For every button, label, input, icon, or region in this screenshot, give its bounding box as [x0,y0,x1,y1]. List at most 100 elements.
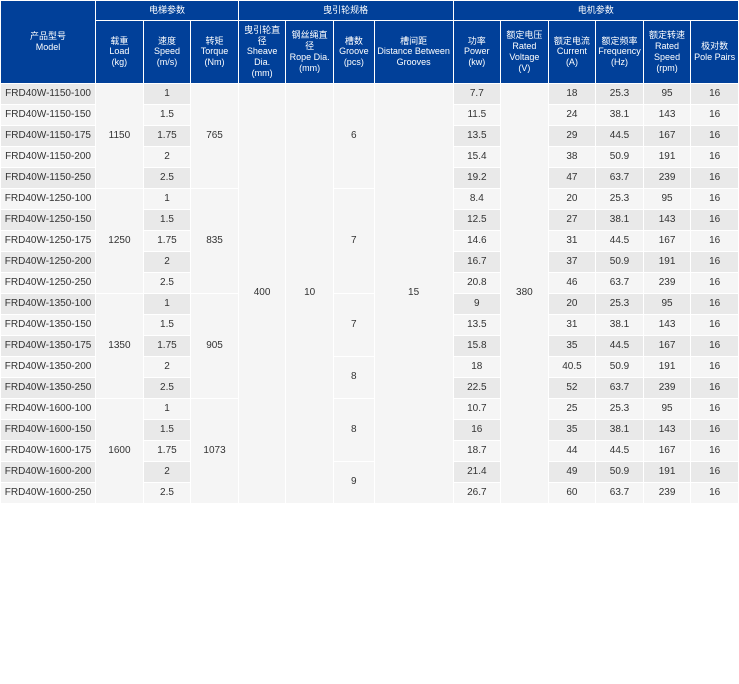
th-load: 载重Load(kg) [96,20,144,83]
cell-poles: 16 [691,209,739,230]
cell-poles: 16 [691,293,739,314]
cell-current: 24 [548,104,596,125]
cell-freq: 38.1 [596,104,644,125]
cell-rspeed: 191 [643,146,691,167]
th-sheave: 曳引轮直径Sheave Dia.(mm) [238,20,286,83]
cell-freq: 25.3 [596,398,644,419]
cell-current: 60 [548,482,596,503]
th-power: 功率Power(kw) [453,20,501,83]
th-poles: 极对数Pole Pairs [691,20,739,83]
cell-speed: 1.5 [143,209,191,230]
cell-rspeed: 143 [643,104,691,125]
cell-groove: 8 [333,356,374,398]
cell-freq: 44.5 [596,230,644,251]
cell-power: 19.2 [453,167,501,188]
cell-model: FRD40W-1350-100 [1,293,96,314]
cell-model: FRD40W-1150-100 [1,83,96,104]
cell-poles: 16 [691,482,739,503]
cell-load: 1250 [96,188,144,293]
table-body: FRD40W-1150-10011501765400106157.7380182… [1,83,739,503]
cell-freq: 38.1 [596,209,644,230]
cell-rspeed: 167 [643,335,691,356]
cell-torque: 1073 [191,398,239,503]
th-group-elevator: 电梯参数 [96,1,239,21]
cell-freq: 50.9 [596,461,644,482]
cell-freq: 50.9 [596,356,644,377]
cell-groove: 9 [333,461,374,503]
spec-table: 产品型号Model 电梯参数 曳引轮规格 电机参数 载重Load(kg) 速度S… [0,0,739,504]
cell-speed: 2 [143,251,191,272]
cell-model: FRD40W-1150-200 [1,146,96,167]
table-head: 产品型号Model 电梯参数 曳引轮规格 电机参数 载重Load(kg) 速度S… [1,1,739,84]
cell-current: 40.5 [548,356,596,377]
cell-speed: 2.5 [143,272,191,293]
cell-freq: 63.7 [596,482,644,503]
cell-power: 15.8 [453,335,501,356]
cell-model: FRD40W-1600-150 [1,419,96,440]
cell-dist: 15 [374,83,453,503]
cell-freq: 50.9 [596,146,644,167]
cell-poles: 16 [691,83,739,104]
cell-freq: 63.7 [596,377,644,398]
cell-rspeed: 143 [643,419,691,440]
cell-freq: 38.1 [596,314,644,335]
th-model: 产品型号Model [1,1,96,84]
cell-freq: 25.3 [596,188,644,209]
cell-power: 16 [453,419,501,440]
cell-power: 20.8 [453,272,501,293]
cell-current: 29 [548,125,596,146]
cell-rspeed: 95 [643,188,691,209]
cell-current: 52 [548,377,596,398]
cell-power: 18.7 [453,440,501,461]
th-freq: 额定频率Frequency(Hz) [596,20,644,83]
cell-rspeed: 239 [643,482,691,503]
cell-freq: 44.5 [596,335,644,356]
cell-speed: 1 [143,188,191,209]
cell-current: 47 [548,167,596,188]
table-row: FRD40W-1350-10013501905792025.39516 [1,293,739,314]
cell-speed: 1 [143,293,191,314]
cell-poles: 16 [691,251,739,272]
cell-current: 35 [548,335,596,356]
cell-freq: 44.5 [596,440,644,461]
cell-speed: 1.5 [143,314,191,335]
cell-current: 25 [548,398,596,419]
cell-model: FRD40W-1600-175 [1,440,96,461]
cell-power: 12.5 [453,209,501,230]
cell-speed: 2.5 [143,167,191,188]
cell-speed: 1.5 [143,104,191,125]
cell-speed: 2.5 [143,482,191,503]
table-row: FRD40W-1600-100160011073810.72525.39516 [1,398,739,419]
cell-model: FRD40W-1250-175 [1,230,96,251]
cell-rspeed: 95 [643,293,691,314]
cell-current: 27 [548,209,596,230]
cell-freq: 25.3 [596,293,644,314]
cell-current: 44 [548,440,596,461]
cell-power: 10.7 [453,398,501,419]
cell-power: 22.5 [453,377,501,398]
cell-rspeed: 95 [643,83,691,104]
cell-torque: 835 [191,188,239,293]
cell-poles: 16 [691,335,739,356]
cell-poles: 16 [691,230,739,251]
cell-model: FRD40W-1350-250 [1,377,96,398]
cell-model: FRD40W-1250-150 [1,209,96,230]
cell-speed: 2.5 [143,377,191,398]
cell-speed: 2 [143,146,191,167]
cell-poles: 16 [691,356,739,377]
th-groove: 槽数Groove(pcs) [333,20,374,83]
cell-poles: 16 [691,272,739,293]
cell-power: 14.6 [453,230,501,251]
cell-rspeed: 239 [643,167,691,188]
cell-rspeed: 239 [643,377,691,398]
cell-current: 31 [548,230,596,251]
cell-model: FRD40W-1600-250 [1,482,96,503]
cell-power: 9 [453,293,501,314]
cell-power: 26.7 [453,482,501,503]
cell-freq: 63.7 [596,272,644,293]
cell-model: FRD40W-1350-150 [1,314,96,335]
cell-speed: 1.5 [143,419,191,440]
cell-model: FRD40W-1350-175 [1,335,96,356]
cell-poles: 16 [691,419,739,440]
cell-speed: 1 [143,398,191,419]
